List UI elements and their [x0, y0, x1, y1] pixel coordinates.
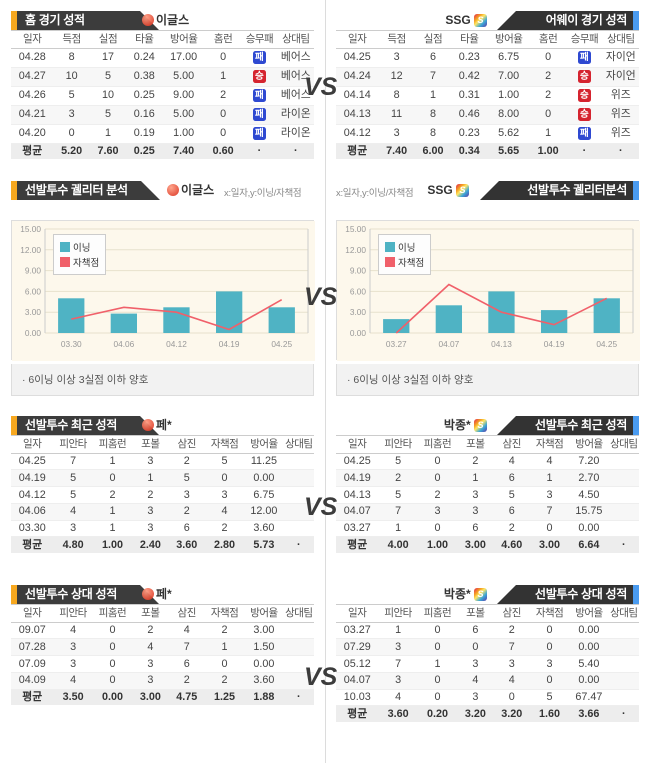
svg-text:12.00: 12.00: [345, 245, 366, 255]
svg-text:9.00: 9.00: [25, 266, 42, 276]
svg-text:04.07: 04.07: [439, 339, 460, 349]
svg-text:03.27: 03.27: [386, 339, 407, 349]
svg-text:12.00: 12.00: [20, 245, 41, 255]
svg-text:3.00: 3.00: [25, 307, 42, 317]
svg-text:6.00: 6.00: [350, 286, 367, 296]
svg-text:9.00: 9.00: [350, 266, 367, 276]
svg-text:0.00: 0.00: [350, 328, 367, 338]
svg-text:04.12: 04.12: [166, 339, 187, 349]
svg-text:04.19: 04.19: [544, 339, 565, 349]
svg-text:15.00: 15.00: [345, 224, 366, 234]
svg-text:3.00: 3.00: [350, 307, 367, 317]
svg-text:15.00: 15.00: [20, 224, 41, 234]
svg-text:6.00: 6.00: [25, 286, 42, 296]
svg-text:03.30: 03.30: [61, 339, 82, 349]
svg-text:04.06: 04.06: [114, 339, 135, 349]
svg-text:04.25: 04.25: [271, 339, 292, 349]
svg-text:04.13: 04.13: [491, 339, 512, 349]
svg-text:04.25: 04.25: [596, 339, 617, 349]
svg-text:0.00: 0.00: [25, 328, 42, 338]
svg-text:04.19: 04.19: [219, 339, 240, 349]
